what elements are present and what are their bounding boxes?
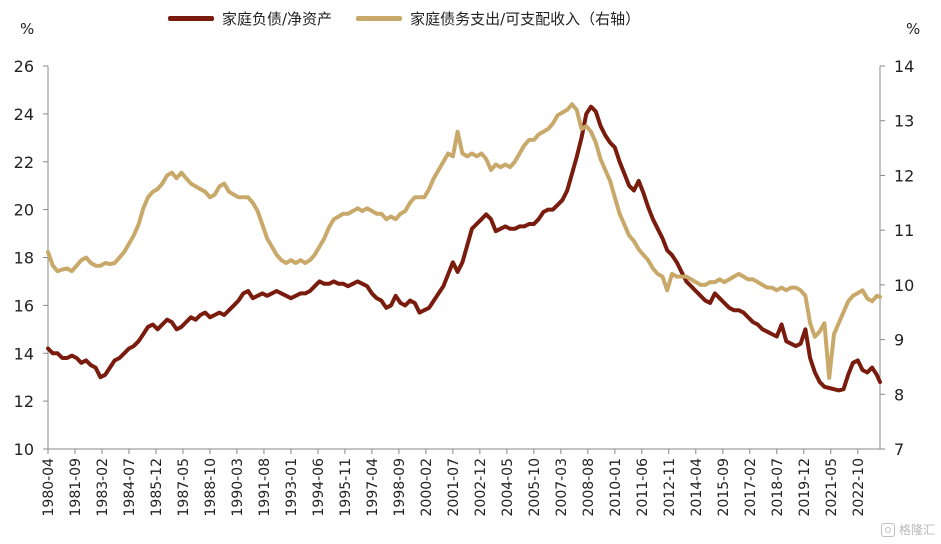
axes: 10 12 14 16 18 20 22 24 26 7 8 9 10 11 12 13 14 1980-04 19… [14,57,915,517]
x-tick-label: 2012-11 [662,458,678,517]
legend-swatch-net-worth [168,16,214,21]
x-tick-label: 1984-07 [122,458,138,517]
series-layer [46,102,882,393]
x-tick-label: 1990-03 [230,458,246,517]
x-tick-label: 1997-04 [365,458,381,517]
y-left-tick-label: 12 [14,392,34,411]
y-left-tick-label: 22 [14,153,34,172]
x-tick-label: 1994-06 [311,458,327,517]
legend: 家庭负债/净资产 家庭债务支出/可支配收入（右轴） [168,8,664,29]
y-right-tick-label: 7 [894,440,904,459]
legend-label-net-worth: 家庭负债/净资产 [222,10,333,28]
y-right-tick-label: 10 [894,276,914,295]
y-right-tick-label: 12 [894,166,914,185]
y-left-tick-label: 20 [14,201,34,220]
series-line-net-worth-ratio [46,104,882,393]
legend-swatch-debt-service [356,16,403,21]
y-left-tick-label: 16 [14,296,34,315]
x-tick-label: 2017-02 [743,458,759,517]
y-right-tick-label: 8 [894,385,904,404]
x-tick-label: 2005-10 [527,458,543,517]
x-tick-label: 2019-12 [797,458,813,517]
x-tick-label: 1993-01 [284,458,300,517]
x-tick-label: 2001-07 [446,458,462,517]
y-left-tick-label: 10 [14,440,34,459]
x-tick-label: 2007-03 [554,458,570,517]
watermark-text: 格隆汇 [898,523,935,537]
y-left-tick-label: 26 [14,57,34,76]
watermark-logo-icon [880,522,895,537]
x-tick-label: 2000-02 [419,458,435,517]
x-tick-label: 1981-09 [68,458,84,517]
x-tick-label: 2014-04 [689,458,705,517]
x-tick-label: 2002-12 [473,458,489,517]
x-tick-label: 1991-08 [257,458,273,517]
x-tick-label: 2008-08 [581,458,597,517]
series-line-debt-service-ratio [46,102,882,380]
legend-item-net-worth: 家庭负债/净资产 [168,8,332,29]
x-tick-label: 1983-02 [95,458,111,517]
y-right-tick-label: 13 [894,112,914,131]
y-left-unit: % [20,20,35,38]
y-right-tick-label: 9 [894,331,904,350]
x-tick-label: 1987-05 [176,458,192,517]
y-right-tick-label: 14 [894,57,914,76]
x-tick-label: 2011-06 [635,458,651,517]
x-tick-label: 1980-04 [41,458,57,517]
watermark: 格隆汇 [880,521,935,538]
x-tick-label: 1998-09 [392,458,408,517]
legend-item-debt-service: 家庭债务支出/可支配收入（右轴） [356,8,640,29]
x-tick-label: 2015-09 [716,458,732,517]
x-tick-label: 2010-01 [608,458,624,517]
x-tick-label: 2021-05 [824,458,840,517]
x-tick-label: 2018-07 [770,458,786,517]
x-tick-label: 1995-11 [338,458,354,517]
legend-label-debt-service: 家庭债务支出/可支配收入（右轴） [410,10,641,28]
y-left-tick-label: 14 [14,344,34,363]
x-tick-label: 2004-05 [500,458,516,517]
y-right-tick-label: 11 [894,221,914,240]
y-right-unit: % [906,20,921,38]
x-tick-label: 1988-10 [203,458,219,517]
x-tick-label: 1985-12 [149,458,165,517]
y-left-tick-label: 24 [14,105,34,124]
x-tick-label: 2022-10 [851,458,867,517]
y-left-tick-label: 18 [14,249,34,268]
